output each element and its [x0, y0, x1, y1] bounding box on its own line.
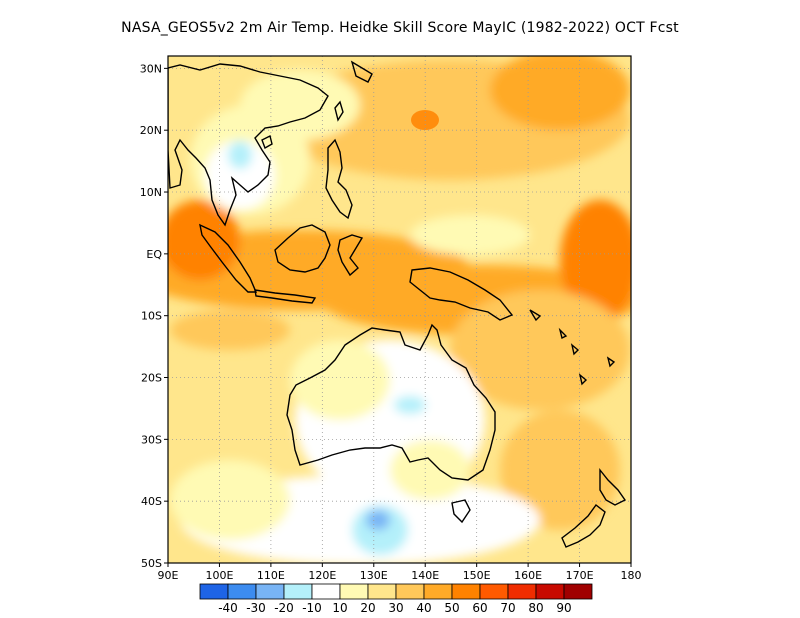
y-tick-label: 40S: [141, 495, 162, 508]
colorbar-label: -30: [246, 601, 266, 615]
colorbar-label: 70: [500, 601, 515, 615]
x-tick-label: 90E: [158, 569, 179, 582]
x-tick-label: 170E: [566, 569, 594, 582]
y-tick-label: 20N: [140, 124, 162, 137]
x-axis: 90E 100E 110E 120E 130E 140E 150E 160E 170E 180: [158, 563, 642, 582]
colorbar-label: 60: [472, 601, 487, 615]
colorbar-swatch: [507, 583, 537, 600]
x-tick-label: 130E: [360, 569, 388, 582]
tasmania-outline: [451, 499, 471, 524]
colorbar-label: 40: [416, 601, 431, 615]
colorbar-swatch: [479, 583, 509, 600]
colorbar-swatch: [199, 583, 229, 600]
x-tick-label: 140E: [411, 569, 439, 582]
colorbar-label: 90: [556, 601, 571, 615]
colorbar-swatch: [535, 583, 565, 600]
colorbar-label: 50: [444, 601, 459, 615]
taiwan-outline: [334, 100, 344, 122]
colorbar-label: -20: [274, 601, 294, 615]
new-zealand-north-outline: [599, 468, 627, 506]
colorbar-label: 30: [388, 601, 403, 615]
colorbar-swatch: [283, 583, 313, 600]
sumatra-outline: [199, 223, 258, 293]
colorbar-swatch: [451, 583, 481, 600]
australia-outline: [286, 323, 496, 481]
y-tick-label: 30N: [140, 62, 162, 75]
pacific-islands-outline: [529, 309, 616, 386]
japan-outline: [350, 60, 373, 83]
y-tick-label: 20S: [141, 372, 162, 385]
colorbar-swatch: [423, 583, 453, 600]
borneo-outline: [274, 224, 331, 273]
colorbar-label: -40: [218, 601, 238, 615]
hainan-outline: [261, 134, 273, 150]
y-tick-label: 30S: [141, 433, 162, 446]
sulawesi-outline: [337, 234, 364, 277]
y-axis: 30N 20N 10N EQ 10S 20S 30S 40S 50S: [140, 62, 168, 570]
map-title: NASA_GEOS5v2 2m Air Temp. Heidke Skill S…: [121, 20, 679, 36]
x-tick-label: 160E: [514, 569, 542, 582]
x-tick-label: 120E: [308, 569, 336, 582]
x-tick-label: 180: [621, 569, 642, 582]
colorbar-label: 20: [360, 601, 375, 615]
colorbar-swatch: [563, 583, 593, 600]
x-tick-label: 110E: [257, 569, 285, 582]
y-tick-label: 10N: [140, 186, 162, 199]
y-tick-label: 10S: [141, 310, 162, 323]
y-tick-label: 50S: [141, 557, 162, 570]
new-zealand-south-outline: [561, 504, 606, 548]
colorbar: -40 -30 -20 -10 10 20 30 40 50 60 70 80 90: [199, 583, 593, 615]
colorbar-swatch: [255, 583, 285, 600]
colorbar-label: -10: [302, 601, 322, 615]
philippines-outline: [325, 138, 353, 220]
skill-score-field: [168, 56, 631, 563]
map-frame: [167, 55, 632, 564]
y-tick-label: EQ: [146, 248, 162, 261]
colorbar-swatch: [227, 583, 257, 600]
java-outline: [254, 289, 317, 304]
colorbar-label: 10: [332, 601, 347, 615]
new-guinea-outline: [409, 267, 514, 321]
coastlines: [168, 60, 627, 548]
colorbar-swatch: [311, 583, 341, 600]
x-tick-label: 100E: [205, 569, 233, 582]
colorbar-swatch: [339, 583, 369, 600]
x-tick-label: 150E: [463, 569, 491, 582]
colorbar-label: 80: [528, 601, 543, 615]
asia-mainland-outline: [168, 63, 329, 227]
colorbar-swatch: [395, 583, 425, 600]
colorbar-swatch: [367, 583, 397, 600]
